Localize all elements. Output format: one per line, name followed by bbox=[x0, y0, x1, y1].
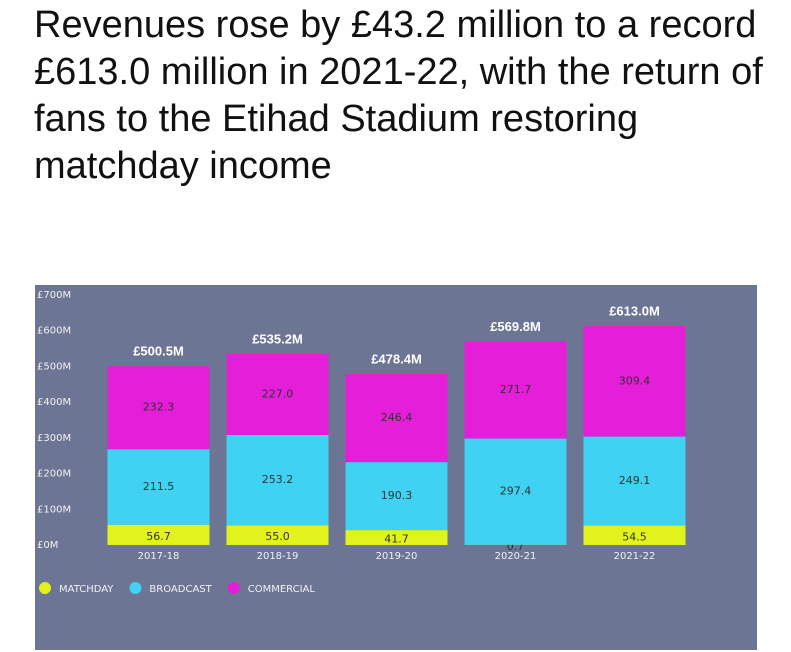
chart-title: Revenues rose by £43.2 million to a reco… bbox=[34, 4, 763, 187]
total-label: £569.8M bbox=[490, 319, 541, 334]
y-tick-label: £600M bbox=[37, 326, 71, 337]
legend-label: MATCHDAY bbox=[59, 584, 114, 595]
data-label: 56.7 bbox=[146, 530, 171, 543]
legend-marker bbox=[129, 582, 142, 594]
x-tick-label: 2019-20 bbox=[376, 551, 418, 562]
bar-segment bbox=[464, 438, 567, 545]
bar-segment bbox=[226, 525, 329, 545]
data-label: 55.0 bbox=[265, 530, 290, 543]
total-label: £500.5M bbox=[133, 344, 184, 359]
data-label: 253.2 bbox=[262, 473, 294, 486]
legend-marker bbox=[39, 582, 51, 594]
x-tick-label: 2020-21 bbox=[495, 551, 537, 562]
data-label: 249.1 bbox=[619, 474, 651, 487]
y-tick-label: £300M bbox=[37, 433, 71, 444]
bar-segment bbox=[345, 374, 448, 463]
data-label: 246.4 bbox=[381, 411, 413, 424]
y-tick-label: £500M bbox=[37, 361, 71, 372]
bar-segment bbox=[107, 524, 210, 545]
x-tick-label: 2021-22 bbox=[614, 551, 656, 562]
total-label: £613.0M bbox=[609, 304, 660, 319]
total-label: £535.2M bbox=[252, 331, 303, 346]
data-label: 297.4 bbox=[500, 485, 532, 498]
y-tick-label: £700M bbox=[37, 290, 71, 301]
data-label: 41.7 bbox=[384, 533, 409, 546]
bar-segment bbox=[107, 449, 210, 525]
data-label: 54.5 bbox=[622, 530, 647, 543]
x-tick-label: 2018-19 bbox=[257, 551, 299, 562]
data-label: 232.3 bbox=[143, 401, 175, 414]
y-tick-label: £100M bbox=[37, 504, 71, 515]
legend-label: COMMERCIAL bbox=[248, 584, 316, 595]
legend-marker bbox=[227, 582, 240, 594]
x-tick-label: 2017-18 bbox=[138, 551, 180, 562]
data-label: 211.5 bbox=[143, 480, 175, 493]
bar-segment bbox=[226, 353, 329, 435]
bar-segment bbox=[464, 341, 567, 439]
data-label: 271.7 bbox=[500, 383, 532, 396]
bar-segment bbox=[226, 434, 329, 526]
bar-segment bbox=[583, 525, 686, 545]
y-tick-label: £0M bbox=[37, 540, 58, 551]
bar-segment bbox=[345, 530, 448, 545]
bar-segment bbox=[583, 436, 686, 526]
data-label: 190.3 bbox=[381, 489, 413, 502]
data-label: 309.4 bbox=[619, 374, 651, 387]
bar-segment bbox=[345, 462, 448, 531]
y-tick-label: £200M bbox=[37, 469, 71, 480]
total-label: £478.4M bbox=[371, 352, 422, 367]
bar-segment bbox=[583, 326, 686, 437]
y-tick-label: £400M bbox=[37, 397, 71, 408]
data-label: 227.0 bbox=[262, 387, 294, 400]
bar-segment bbox=[107, 366, 210, 450]
legend-label: BROADCAST bbox=[149, 584, 212, 595]
